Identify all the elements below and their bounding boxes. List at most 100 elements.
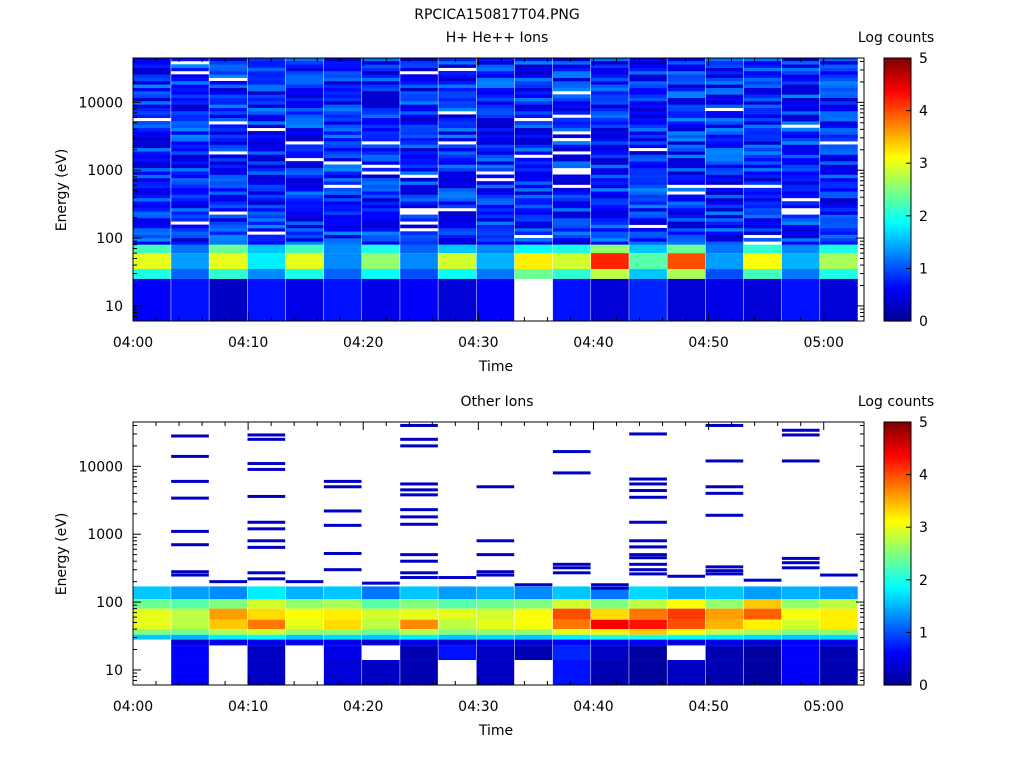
heatmap-cell bbox=[820, 221, 858, 225]
heatmap-cell bbox=[591, 90, 629, 95]
heatmap-cell bbox=[743, 94, 782, 98]
heatmap-cell bbox=[362, 134, 400, 139]
heatmap-cell bbox=[247, 227, 286, 232]
heatmap-cell bbox=[476, 104, 515, 108]
heatmap-cell bbox=[667, 161, 706, 165]
colorbar-segment bbox=[884, 110, 911, 114]
heatmap-cell bbox=[552, 177, 591, 182]
heatmap-cell bbox=[362, 117, 400, 122]
heatmap-cell bbox=[629, 121, 667, 125]
heatmap-cell bbox=[820, 84, 858, 88]
heatmap-cell bbox=[285, 227, 324, 232]
colorbar-segment bbox=[884, 544, 911, 548]
heatmap-cell bbox=[781, 137, 820, 142]
colorbar-segment bbox=[884, 555, 911, 559]
heatmap-cell bbox=[514, 157, 553, 162]
heatmap-cell bbox=[438, 241, 477, 245]
heatmap-cell bbox=[400, 94, 438, 98]
colorbar-segment bbox=[884, 652, 911, 655]
heatmap-cell bbox=[247, 101, 286, 105]
heatmap-cell bbox=[171, 90, 209, 95]
heatmap-cell bbox=[667, 217, 706, 222]
heatmap-cell bbox=[438, 107, 477, 112]
heatmap-cell bbox=[247, 57, 286, 62]
heatmap-cell bbox=[705, 244, 744, 254]
colorbar-segment bbox=[884, 557, 911, 561]
heatmap-cell bbox=[400, 164, 438, 169]
heatmap-cell bbox=[705, 191, 744, 195]
heatmap-cell bbox=[209, 241, 248, 245]
heatmap-cell bbox=[209, 227, 248, 232]
heatmap-cell bbox=[438, 576, 477, 580]
heatmap-cell bbox=[362, 147, 400, 152]
colorbar-segment bbox=[884, 676, 911, 680]
heatmap-cell bbox=[781, 121, 820, 125]
heatmap-cell bbox=[667, 104, 706, 108]
heatmap-cell bbox=[781, 201, 820, 205]
heatmap-cell bbox=[171, 127, 209, 132]
heatmap-cell bbox=[667, 137, 706, 142]
heatmap-cell bbox=[476, 214, 515, 219]
heatmap-cell bbox=[552, 269, 591, 279]
heatmap-cell bbox=[629, 161, 667, 165]
heatmap-cell bbox=[705, 234, 744, 239]
colorbar-segment bbox=[884, 538, 911, 541]
y-axis-label: Energy (eV) bbox=[54, 513, 70, 596]
heatmap-cell bbox=[591, 147, 629, 152]
heatmap-cell bbox=[629, 241, 667, 245]
colorbar-segment bbox=[884, 224, 911, 228]
heatmap-cell bbox=[705, 569, 744, 573]
heatmap-cell bbox=[552, 94, 591, 98]
heatmap-cell bbox=[438, 224, 477, 229]
colorbar-segment bbox=[884, 542, 911, 546]
heatmap-cell bbox=[285, 137, 324, 142]
heatmap-cell bbox=[133, 137, 171, 142]
heatmap-cell bbox=[400, 234, 438, 239]
heatmap-cell bbox=[438, 137, 477, 142]
heatmap-cell bbox=[705, 157, 744, 162]
heatmap-cell bbox=[667, 269, 706, 279]
heatmap-cell bbox=[629, 60, 667, 65]
heatmap-cell bbox=[667, 660, 706, 685]
panel-title: Other Ions bbox=[460, 394, 533, 410]
heatmap-cell bbox=[743, 97, 782, 102]
colorbar-segment bbox=[884, 222, 911, 226]
heatmap-cell bbox=[591, 207, 629, 212]
heatmap-cell bbox=[514, 64, 553, 68]
heatmap-cell bbox=[781, 586, 820, 600]
heatmap-cell bbox=[400, 269, 438, 279]
heatmap-cell bbox=[667, 90, 706, 95]
heatmap-cell bbox=[552, 87, 591, 92]
heatmap-cell bbox=[438, 154, 477, 159]
heatmap-cell bbox=[781, 101, 820, 105]
heatmap-cell bbox=[171, 107, 209, 112]
heatmap-cell bbox=[247, 174, 286, 179]
heatmap-cell bbox=[629, 67, 667, 72]
colorbar-segment bbox=[884, 424, 911, 427]
heatmap-cell bbox=[247, 154, 286, 159]
heatmap-cell bbox=[705, 513, 744, 517]
heatmap-cell bbox=[209, 204, 248, 209]
heatmap-cell bbox=[476, 74, 515, 78]
heatmap-cell bbox=[171, 639, 209, 646]
heatmap-cell bbox=[362, 144, 400, 149]
heatmap-cell bbox=[667, 117, 706, 122]
heatmap-cell bbox=[171, 101, 209, 105]
heatmap-cell bbox=[629, 84, 667, 88]
heatmap-cell bbox=[285, 117, 324, 122]
colorbar-segment bbox=[884, 143, 911, 147]
heatmap-cell bbox=[743, 114, 782, 119]
x-tick-label: 04:50 bbox=[688, 335, 728, 351]
heatmap-cell bbox=[705, 253, 744, 270]
heatmap-cell bbox=[629, 177, 667, 182]
heatmap-cell bbox=[476, 67, 515, 72]
heatmap-cell bbox=[552, 214, 591, 219]
heatmap-cell bbox=[133, 151, 171, 155]
heatmap-cell bbox=[514, 204, 553, 209]
heatmap-cell bbox=[438, 84, 477, 88]
heatmap-cell bbox=[323, 619, 362, 630]
heatmap-cell bbox=[552, 161, 591, 165]
heatmap-cell bbox=[629, 64, 667, 68]
colorbar-segment bbox=[884, 441, 911, 445]
heatmap-cell bbox=[209, 244, 248, 254]
